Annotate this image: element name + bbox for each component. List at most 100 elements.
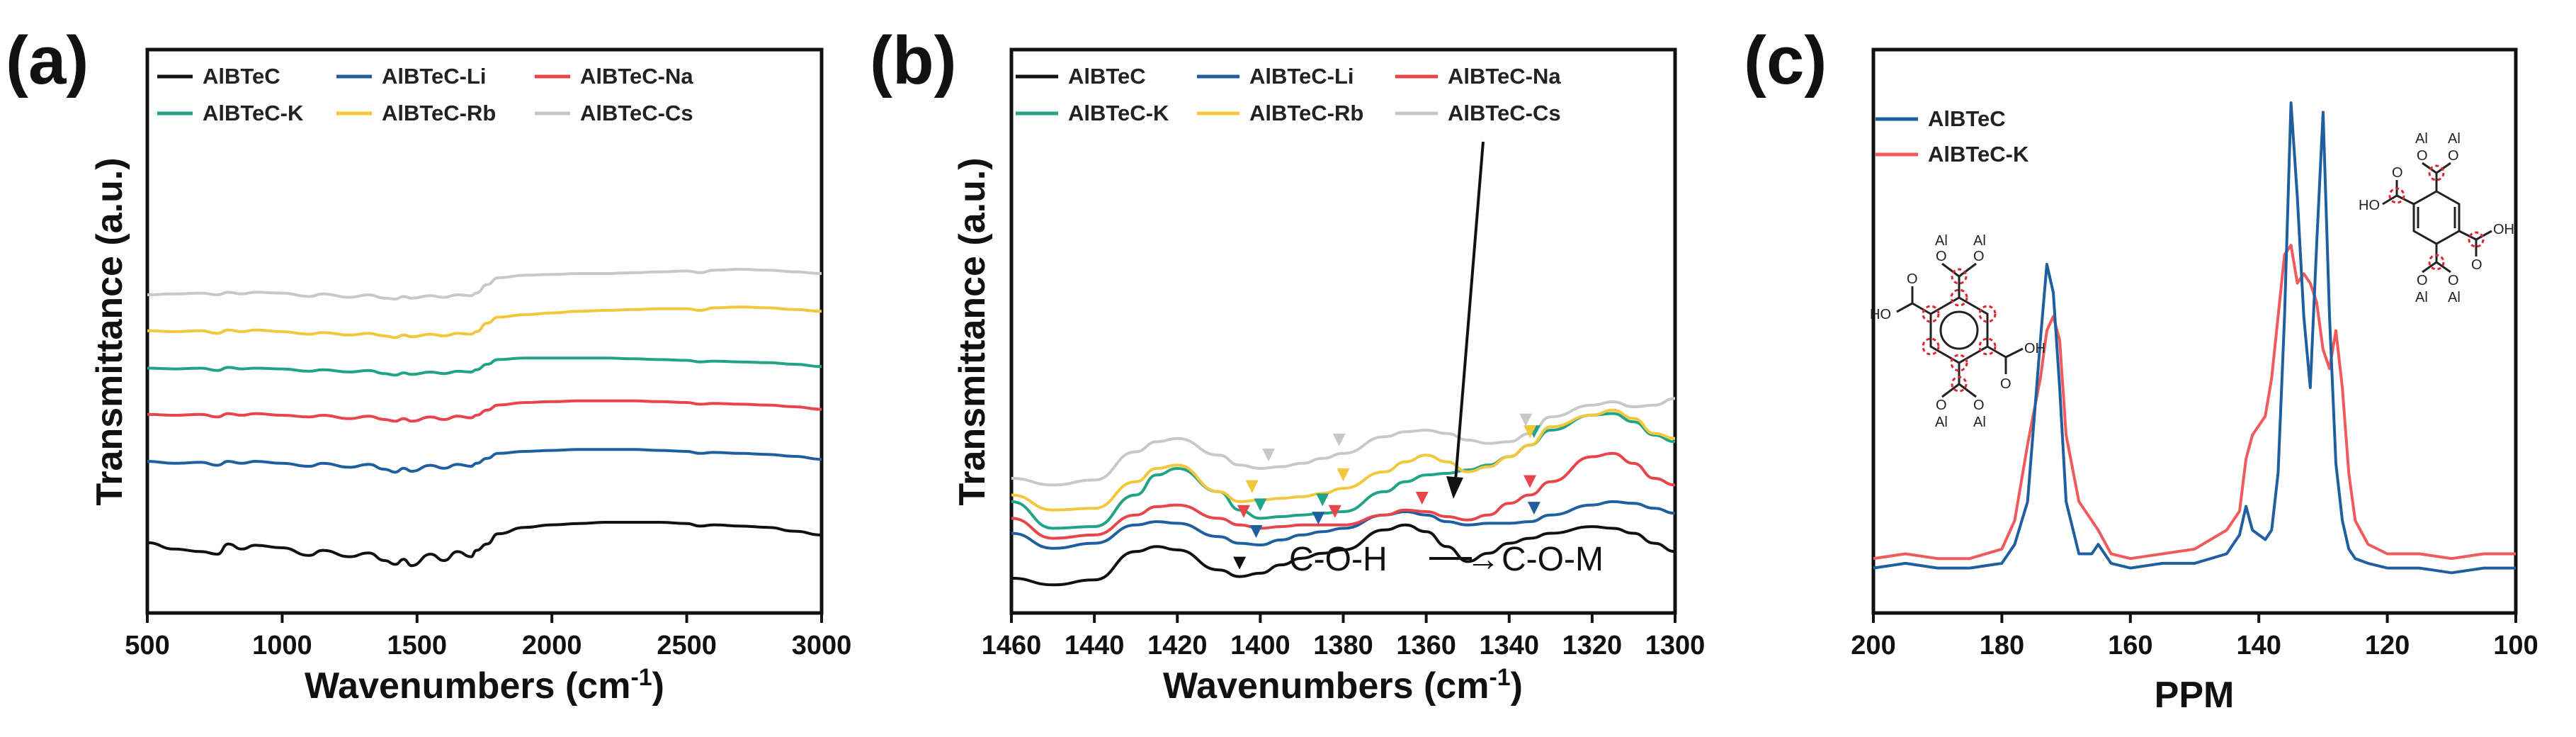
- legend-label-albtec-k: AlBTeC-K: [203, 101, 304, 125]
- benzene-ring-right: [2412, 190, 2461, 245]
- al-label-r3: Al: [2415, 290, 2428, 305]
- o-label-r5: O: [2392, 165, 2403, 181]
- x-tick-label: 120: [2365, 631, 2410, 660]
- x-ticks-b: 1460 1440 1420 1400 1380 1360 1340 1320 1300: [982, 613, 1706, 660]
- x-axis-title-a: Wavenumbers (cm-1): [305, 664, 664, 707]
- o-label-r1: O: [2417, 148, 2428, 164]
- series-line-albtec-li: [147, 448, 822, 474]
- ho-label-left: HO: [1870, 307, 1891, 322]
- o-label-5: O: [1907, 271, 1918, 287]
- o-label-r2: O: [2448, 148, 2459, 164]
- peak-marker-albtec-li: [1312, 512, 1325, 525]
- bond-right: [1987, 345, 2007, 359]
- carbon-highlight-r4: [2468, 231, 2485, 248]
- x-tick-label: 1340: [1479, 631, 1539, 660]
- legend-label-albtec-rb: AlBTeC-Rb: [382, 101, 496, 125]
- o-label-r4: O: [2448, 273, 2459, 288]
- trend-arrow-line: [1453, 141, 1485, 490]
- x-tick-label: 1300: [1645, 631, 1706, 660]
- y-axis-title-b: Transmittance (a.u.): [952, 157, 993, 505]
- annotation-after: C-O-M: [1502, 541, 1604, 578]
- bond-annotation: C-O-H → C-O-M: [1289, 541, 1604, 578]
- series-line-albtec-na: [147, 399, 822, 423]
- x-tick-label: 140: [2236, 631, 2281, 660]
- legend-label-albtec-cs: AlBTeC-Cs: [1448, 101, 1561, 125]
- legend-label-albtec-cs: AlBTeC-Cs: [580, 101, 693, 125]
- carbon-highlight-r1: [2428, 164, 2445, 181]
- series-group-c: [1873, 101, 2516, 575]
- panel-label-c: (c): [1744, 23, 1827, 99]
- series-line-albtec-na: [1011, 451, 1676, 540]
- legend-label-albtec-na: AlBTeC-Na: [1448, 64, 1561, 89]
- x-axis-title-b: Wavenumbers (cm-1): [1163, 664, 1523, 707]
- oh-label-right: OH: [2024, 341, 2046, 356]
- legend-label-albtec-li: AlBTeC-Li: [1249, 64, 1354, 89]
- legend-label-albtec: AlBTeC: [1928, 106, 2006, 131]
- bond-bottom-left-r: [2422, 261, 2437, 274]
- bond-left-r: [2396, 194, 2415, 206]
- al-label-r1: Al: [2415, 131, 2428, 147]
- x-tick-label: 1000: [252, 631, 312, 660]
- ho-label-r: HO: [2359, 198, 2380, 213]
- peak-marker-albtec-li: [1527, 502, 1541, 515]
- series-line-albtec-cs: [1011, 397, 1676, 487]
- legend-label-albtec-k: AlBTeC-K: [1068, 101, 1169, 125]
- x-tick-label: 200: [1851, 631, 1895, 660]
- al-label-1: Al: [1935, 233, 1948, 249]
- al-label-4: Al: [1973, 415, 1986, 430]
- carbon-highlight-5: [1922, 337, 1940, 356]
- panel-b: (b) 1460 1440 1420 1400 1380 1360 1340 1320 1300…: [870, 23, 1705, 707]
- annotation-arrow: →: [1466, 541, 1500, 578]
- molecule-right-structure: [2382, 162, 2492, 274]
- o-label-r3: O: [2417, 273, 2428, 288]
- markers-b: [1233, 413, 1541, 570]
- molecule-right-labels: O O Al Al O O Al Al O HO O OH: [2359, 131, 2514, 305]
- benzene-ring-left: [1929, 296, 1989, 364]
- peak-marker-albtec: [1233, 556, 1247, 570]
- oh-label-r: OH: [2493, 222, 2514, 237]
- panel-label-b: (b): [870, 23, 957, 99]
- carbon-highlight-1: [1950, 288, 1968, 307]
- series-group-a: [147, 268, 822, 568]
- carbon-highlight-8: [1951, 376, 1968, 393]
- peak-marker-albtec-rb: [1524, 425, 1537, 439]
- aromatic-circle-left: [1939, 310, 1979, 350]
- bond-top-right-r: [2436, 162, 2451, 174]
- x-ticks-a: 500 1000 1500 2000 2500 3000: [125, 613, 851, 660]
- x-tick-label: 160: [2108, 631, 2152, 660]
- series-line-albtec-rb: [1011, 408, 1676, 512]
- legend-label-albtec-rb: AlBTeC-Rb: [1249, 101, 1363, 125]
- legend-a: AlBTeC AlBTeC-Li AlBTeC-Na AlBTeC-K AlBTeC-R…: [157, 64, 693, 125]
- peak-marker-albtec-k: [1254, 498, 1267, 512]
- legend-label-albtec-li: AlBTeC-Li: [382, 64, 487, 89]
- series-line-albtec-k: [147, 356, 822, 377]
- x-tick-label: 2000: [522, 631, 582, 660]
- hydroxyl-left: [1896, 302, 1913, 313]
- legend-label-albtec-na: AlBTeC-Na: [580, 64, 693, 89]
- peak-marker-albtec-na: [1524, 475, 1537, 488]
- panel-a: (a) 500 1000 1500 2000 2500 3000 AlBTeC AlBTeC…: [6, 23, 851, 707]
- molecule-left-labels: O O Al Al O O Al Al O HO O OH: [1870, 233, 2046, 430]
- series-group-b: [1011, 397, 1676, 587]
- molecule-right-highlights: [2388, 164, 2485, 271]
- x-tick-label: 1360: [1396, 631, 1456, 660]
- series-line-albtec-cs: [147, 268, 822, 300]
- al-label-r4: Al: [2448, 290, 2461, 305]
- x-tick-label: 180: [1980, 631, 2024, 660]
- series-line-albtec: [1873, 101, 2516, 575]
- o-label-3: O: [1936, 398, 1947, 413]
- bond-right-r: [2458, 230, 2477, 241]
- hydroxyl-right: [2005, 347, 2024, 359]
- x-tick-label: 1400: [1230, 631, 1290, 660]
- legend-b: AlBTeC AlBTeC-Li AlBTeC-Na AlBTeC-K AlBTeC-R…: [1016, 64, 1561, 125]
- trend-arrow-head: [1446, 476, 1463, 499]
- x-ticks-c: 200 180 160 140 120 100: [1851, 613, 2538, 660]
- al-label-r2: Al: [2448, 131, 2461, 147]
- o-label-6: O: [2000, 376, 2012, 392]
- bond-bottom-left: [1941, 383, 1960, 398]
- o-label-r6: O: [2471, 257, 2483, 273]
- x-tick-label: 1320: [1562, 631, 1623, 660]
- x-tick-label: 1420: [1147, 631, 1208, 660]
- panel-label-a: (a): [6, 23, 89, 99]
